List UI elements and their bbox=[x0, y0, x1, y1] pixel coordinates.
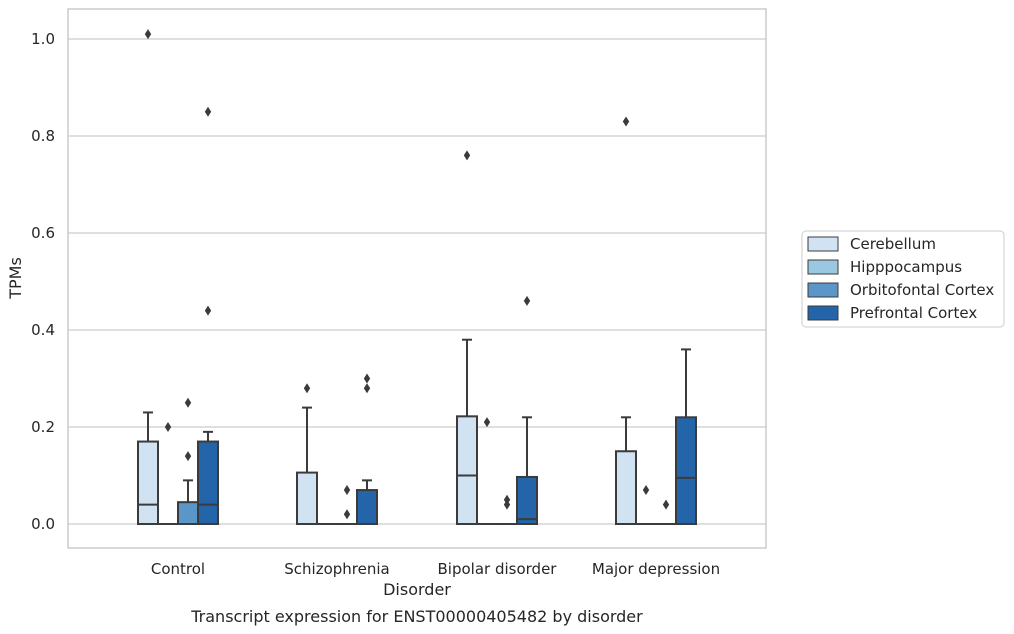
outlier-point bbox=[642, 485, 650, 496]
outlier-point bbox=[662, 499, 670, 510]
box bbox=[456, 415, 478, 525]
box bbox=[177, 501, 199, 525]
outlier-point bbox=[363, 373, 371, 384]
box bbox=[137, 440, 159, 525]
y-tick-label: 0.4 bbox=[31, 321, 55, 339]
box-group bbox=[137, 29, 219, 526]
outlier-point bbox=[204, 106, 212, 117]
x-axis-label: Disorder bbox=[383, 580, 451, 599]
y-axis-label: TPMs bbox=[6, 257, 25, 300]
box-group bbox=[296, 373, 378, 526]
outlier-point bbox=[523, 295, 531, 306]
outlier-point bbox=[164, 422, 172, 432]
box-group bbox=[456, 150, 538, 526]
box-groups bbox=[137, 29, 697, 526]
outlier-point bbox=[483, 417, 491, 428]
legend-frame bbox=[801, 230, 1005, 328]
outlier-point bbox=[622, 116, 630, 127]
outlier-point bbox=[184, 451, 192, 462]
outlier-point bbox=[343, 509, 351, 520]
x-tick-labels: Control Schizophrenia Bipolar disorder Majo… bbox=[151, 560, 720, 578]
legend-swatch bbox=[807, 305, 839, 321]
chart-caption: Transcript expression for ENST0000040548… bbox=[190, 607, 643, 626]
box bbox=[675, 416, 697, 525]
outlier-point bbox=[204, 305, 212, 316]
legend-label: Cerebellum bbox=[850, 235, 936, 253]
outlier-point bbox=[184, 397, 192, 408]
y-tick-label: 0.8 bbox=[31, 127, 55, 145]
x-tick-label: Major depression bbox=[592, 560, 720, 578]
legend-label: Hipppocampus bbox=[850, 258, 962, 276]
box bbox=[356, 489, 378, 525]
legend: Cerebellum Hipppocampus Orbitofontal Corte… bbox=[801, 230, 1005, 328]
legend-label: Prefrontal Cortex bbox=[850, 304, 977, 322]
y-tick-label: 0.6 bbox=[31, 224, 55, 242]
box bbox=[296, 471, 318, 525]
box bbox=[615, 450, 637, 525]
legend-swatch bbox=[807, 282, 839, 298]
plot-frame bbox=[67, 8, 767, 549]
box-group bbox=[615, 116, 697, 526]
x-tick-label: Schizophrenia bbox=[284, 560, 389, 578]
outlier-point bbox=[503, 494, 511, 505]
y-tick-label: 1.0 bbox=[31, 30, 55, 48]
y-tick-labels: 0.0 0.2 0.4 0.6 0.8 1.0 bbox=[31, 30, 55, 533]
box bbox=[516, 475, 538, 525]
legend-label: Orbitofontal Cortex bbox=[850, 281, 994, 299]
legend-swatch bbox=[807, 236, 839, 252]
box bbox=[197, 440, 219, 525]
legend-swatch bbox=[807, 259, 839, 275]
x-tick-label: Control bbox=[151, 560, 205, 578]
outlier-point bbox=[144, 29, 152, 40]
outlier-point bbox=[463, 150, 471, 161]
outlier-point bbox=[343, 485, 351, 496]
y-tick-label: 0.0 bbox=[31, 515, 55, 533]
y-tick-label: 0.2 bbox=[31, 418, 55, 436]
outlier-point bbox=[363, 383, 371, 394]
outlier-point bbox=[303, 383, 311, 394]
x-tick-label: Bipolar disorder bbox=[438, 560, 558, 578]
